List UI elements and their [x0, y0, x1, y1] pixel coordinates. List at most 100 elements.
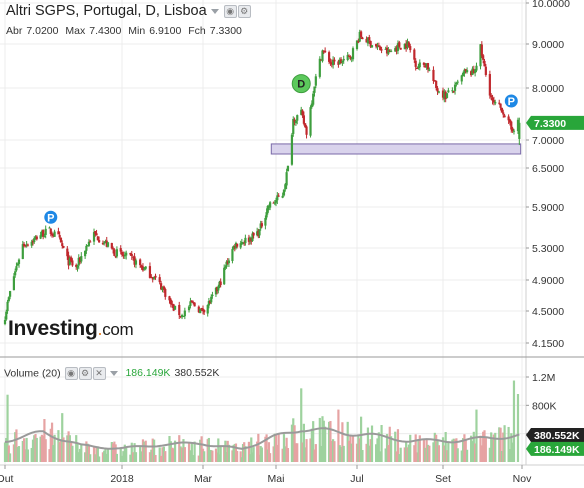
volume-bar: [16, 447, 19, 462]
volume-bar: [284, 446, 287, 462]
volume-bar: [161, 447, 164, 462]
candle: [369, 40, 372, 49]
candle: [199, 308, 202, 314]
candle-body: [31, 240, 35, 243]
candle: [114, 255, 117, 259]
candle: [447, 87, 450, 93]
eye-icon[interactable]: ◉: [64, 367, 78, 380]
candle-body: [447, 90, 450, 93]
volume-bar: [415, 452, 419, 462]
candle-body: [252, 232, 255, 236]
candle: [144, 266, 147, 271]
candle-body: [101, 242, 105, 245]
candle-body: [42, 230, 45, 237]
candle-body: [189, 301, 192, 306]
candle-body: [43, 235, 46, 237]
candle: [193, 302, 196, 307]
candle-body: [480, 44, 483, 56]
candle-body: [460, 75, 463, 82]
volume-bar: [503, 425, 506, 462]
candle: [305, 125, 308, 139]
volume-bar: [422, 439, 425, 462]
volume-dropdown-icon[interactable]: [109, 371, 118, 376]
volume-bar: [98, 456, 101, 462]
candle-body: [347, 55, 351, 57]
title-dropdown-icon[interactable]: [210, 8, 219, 14]
candle: [257, 228, 260, 239]
gear-icon[interactable]: ⚙: [237, 4, 251, 18]
volume-bar: [243, 442, 246, 462]
event-marker-p[interactable]: P: [503, 93, 519, 109]
candle-body: [475, 65, 478, 71]
candle-body: [243, 242, 246, 244]
volume-bar: [113, 441, 116, 462]
volume-bar: [498, 427, 501, 462]
volume-bar: [417, 439, 420, 462]
gear-icon[interactable]: ⚙: [78, 367, 92, 380]
volume-bar: [359, 416, 363, 462]
candle: [96, 235, 99, 241]
candle-body: [409, 46, 412, 51]
volume-bar: [490, 432, 493, 462]
candle: [106, 241, 110, 248]
candle-body: [479, 44, 482, 67]
candle: [466, 67, 469, 74]
candle-body: [35, 236, 38, 240]
volume-bar: [67, 431, 70, 462]
candle: [418, 59, 421, 71]
candle-body: [144, 266, 147, 269]
candle: [171, 300, 174, 308]
price-tick-label: 5.9000: [532, 202, 564, 214]
candle-body: [223, 267, 226, 285]
candle: [200, 307, 203, 312]
volume-tick-label: 1.2M: [532, 372, 555, 384]
volume-bar: [84, 452, 87, 462]
candle-body: [48, 227, 51, 229]
candle-body: [232, 245, 235, 249]
volume-bar: [227, 444, 231, 462]
volume-bar: [480, 445, 483, 462]
candle: [314, 73, 317, 89]
volume-bar: [471, 441, 474, 462]
volume-bar: [314, 444, 317, 462]
candle: [394, 46, 397, 52]
volume-bar: [259, 446, 262, 462]
candle: [164, 287, 167, 300]
candle-body: [380, 49, 383, 51]
candle: [14, 268, 17, 278]
eye-icon[interactable]: ◉: [223, 4, 237, 18]
candle-body: [508, 119, 512, 123]
candle: [168, 295, 171, 304]
close-icon[interactable]: ✕: [92, 367, 106, 380]
price-tick-label: 4.1500: [532, 338, 564, 350]
candle: [333, 57, 336, 65]
candle-body: [111, 248, 115, 250]
price-tick-label: 10.0000: [532, 0, 570, 10]
candle-body: [250, 238, 253, 242]
volume-bar: [218, 454, 221, 462]
candle-body: [207, 301, 210, 306]
volume-bar: [172, 448, 175, 462]
candle-body: [3, 320, 7, 325]
candle: [103, 241, 106, 246]
candle-body: [219, 281, 222, 286]
candle: [403, 43, 406, 50]
candle: [379, 45, 382, 51]
candle: [351, 46, 355, 62]
candle-body: [210, 296, 213, 303]
dividend-marker[interactable]: D: [291, 74, 311, 94]
candle: [492, 96, 495, 106]
volume-bar: [104, 448, 107, 462]
candle-body: [456, 81, 459, 83]
candle: [494, 99, 497, 106]
event-marker-p[interactable]: P: [43, 209, 59, 225]
volume-bar: [437, 445, 441, 462]
candle-body: [21, 244, 24, 259]
volume-bar: [312, 421, 315, 462]
candle-body: [68, 258, 71, 265]
volume-bar: [22, 438, 26, 462]
candle: [304, 123, 307, 128]
volume-last-badge-bg: [526, 441, 584, 456]
candle: [26, 243, 29, 247]
